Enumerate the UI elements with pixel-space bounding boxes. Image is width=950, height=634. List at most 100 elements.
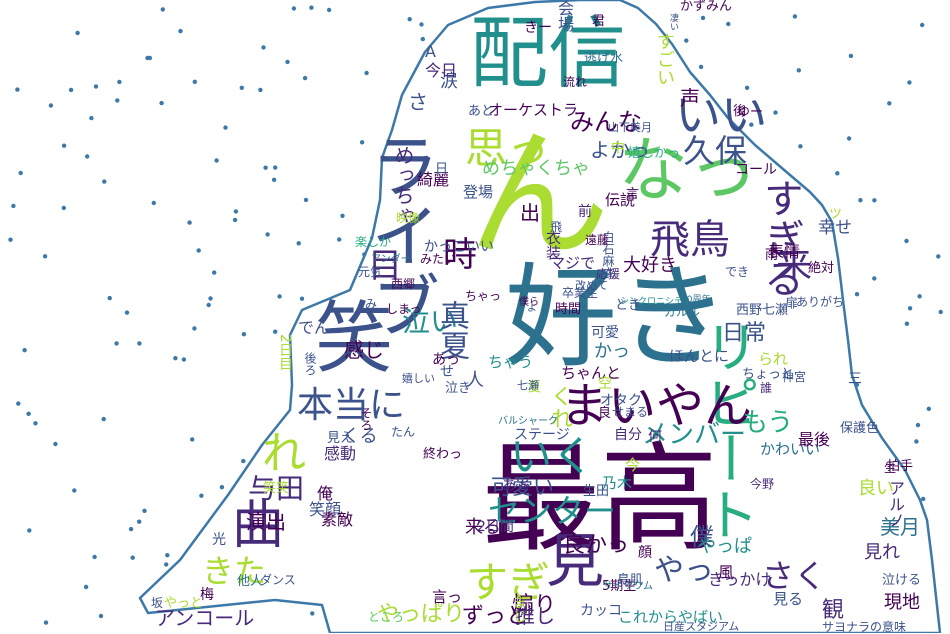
word-110: あっ <box>432 352 460 368</box>
dot <box>917 294 922 299</box>
dot <box>102 179 107 184</box>
word-111: せ <box>440 364 454 380</box>
word-107: ほんとに <box>669 347 730 365</box>
word-162: ありがち <box>796 295 845 309</box>
word-74: 自分 <box>614 427 642 443</box>
word-137: アンダー <box>371 254 411 265</box>
dot <box>130 555 135 560</box>
word-89: カッコ <box>580 603 622 619</box>
word-181: 遠藤 <box>585 233 610 247</box>
dot <box>145 55 150 61</box>
word-130: すごい <box>654 32 675 86</box>
word-120: 幸せ <box>818 218 852 238</box>
dot <box>744 85 750 91</box>
word-95: 梅 <box>200 587 214 603</box>
word-173: 夏 <box>528 380 542 395</box>
word-167: 後 <box>733 104 747 119</box>
dot <box>128 526 134 532</box>
word-23: さく <box>762 557 827 595</box>
word-60: めちゃくちゃ <box>482 158 590 179</box>
word-163: ツ <box>829 207 843 222</box>
dot <box>904 321 910 326</box>
word-126: 嬉しかっ <box>628 146 681 161</box>
word-93: 日産スタジアム <box>663 620 740 633</box>
dot <box>48 103 54 108</box>
word-106: ちゃう <box>488 353 534 371</box>
word-33: みんな <box>570 108 642 136</box>
word-156: 三 <box>848 371 862 387</box>
word-36: ずっと <box>462 604 529 629</box>
word-127: 会場 <box>555 0 574 32</box>
dot <box>340 213 345 218</box>
word-171: オタク <box>600 393 642 409</box>
word-77: 最後 <box>798 430 831 449</box>
word-109: ちゃんと <box>561 364 622 382</box>
word-102: サイリウム <box>603 581 653 592</box>
word-166: 逃げ水 <box>584 51 624 66</box>
word-38: 良かっ <box>563 533 630 558</box>
word-59: これからやばい <box>618 608 724 626</box>
word-54: やっぱ <box>698 536 752 557</box>
word-136: 映像 <box>396 211 421 225</box>
word-146: 拍手 <box>887 459 914 474</box>
dot <box>835 171 840 176</box>
dot <box>359 140 365 145</box>
word-44: 日常 <box>722 321 767 346</box>
word-62: オーケストラ <box>488 101 579 119</box>
dot <box>915 422 921 428</box>
dot <box>726 21 731 27</box>
word-116: 扉 <box>782 296 797 309</box>
dot <box>241 332 247 337</box>
dot <box>798 144 803 149</box>
word-84: 2日間 <box>477 519 514 535</box>
word-88: 顔 <box>638 545 652 561</box>
dot <box>872 276 877 281</box>
dot <box>68 87 74 93</box>
word-132: 今日 <box>425 61 458 80</box>
word-149: よ <box>527 303 537 314</box>
dot <box>142 508 147 513</box>
word-174: 泣き <box>445 381 472 396</box>
word-53: 美月 <box>880 515 920 539</box>
word-5: ライブ <box>359 130 441 340</box>
word-29: 真夏 <box>434 300 469 360</box>
word-11: まいやん <box>560 378 753 434</box>
dot <box>124 310 130 315</box>
word-26: 与田 <box>248 472 305 505</box>
dot <box>199 493 204 498</box>
dot <box>89 115 94 121</box>
dot <box>233 209 239 214</box>
dot <box>265 232 270 237</box>
word-131: A <box>425 42 436 61</box>
word-27: きた <box>202 552 267 590</box>
word-64: 声 <box>680 86 700 110</box>
word-152: 見え <box>327 431 354 446</box>
word-4: ん <box>468 113 610 278</box>
dot <box>291 6 297 11</box>
dot <box>43 620 49 625</box>
dot <box>214 158 219 163</box>
word-82: アルノ <box>886 480 905 528</box>
word-52: 人 <box>466 370 484 391</box>
word-154: 笑笑 <box>263 481 290 496</box>
word-66: 登場 <box>463 183 494 201</box>
dot <box>53 441 58 447</box>
dot <box>938 309 943 315</box>
dot <box>749 122 754 127</box>
word-129: きー <box>524 20 552 36</box>
word-124: 白石麻衣 <box>601 231 615 279</box>
word-14: すぎ <box>466 558 551 607</box>
word-79: 生田 <box>583 484 610 499</box>
word-119: でき <box>725 265 750 279</box>
word-81: 良い <box>858 478 894 499</box>
dot <box>115 98 120 103</box>
word-1: 最高 <box>482 430 719 568</box>
dot <box>364 70 369 76</box>
word-133: 山下美月 <box>608 121 652 134</box>
dot <box>151 200 156 206</box>
word-123: 衣装 <box>544 230 562 260</box>
word-6: なっ <box>618 129 758 211</box>
word-144: 神宮 <box>782 370 807 384</box>
dot <box>137 341 142 346</box>
